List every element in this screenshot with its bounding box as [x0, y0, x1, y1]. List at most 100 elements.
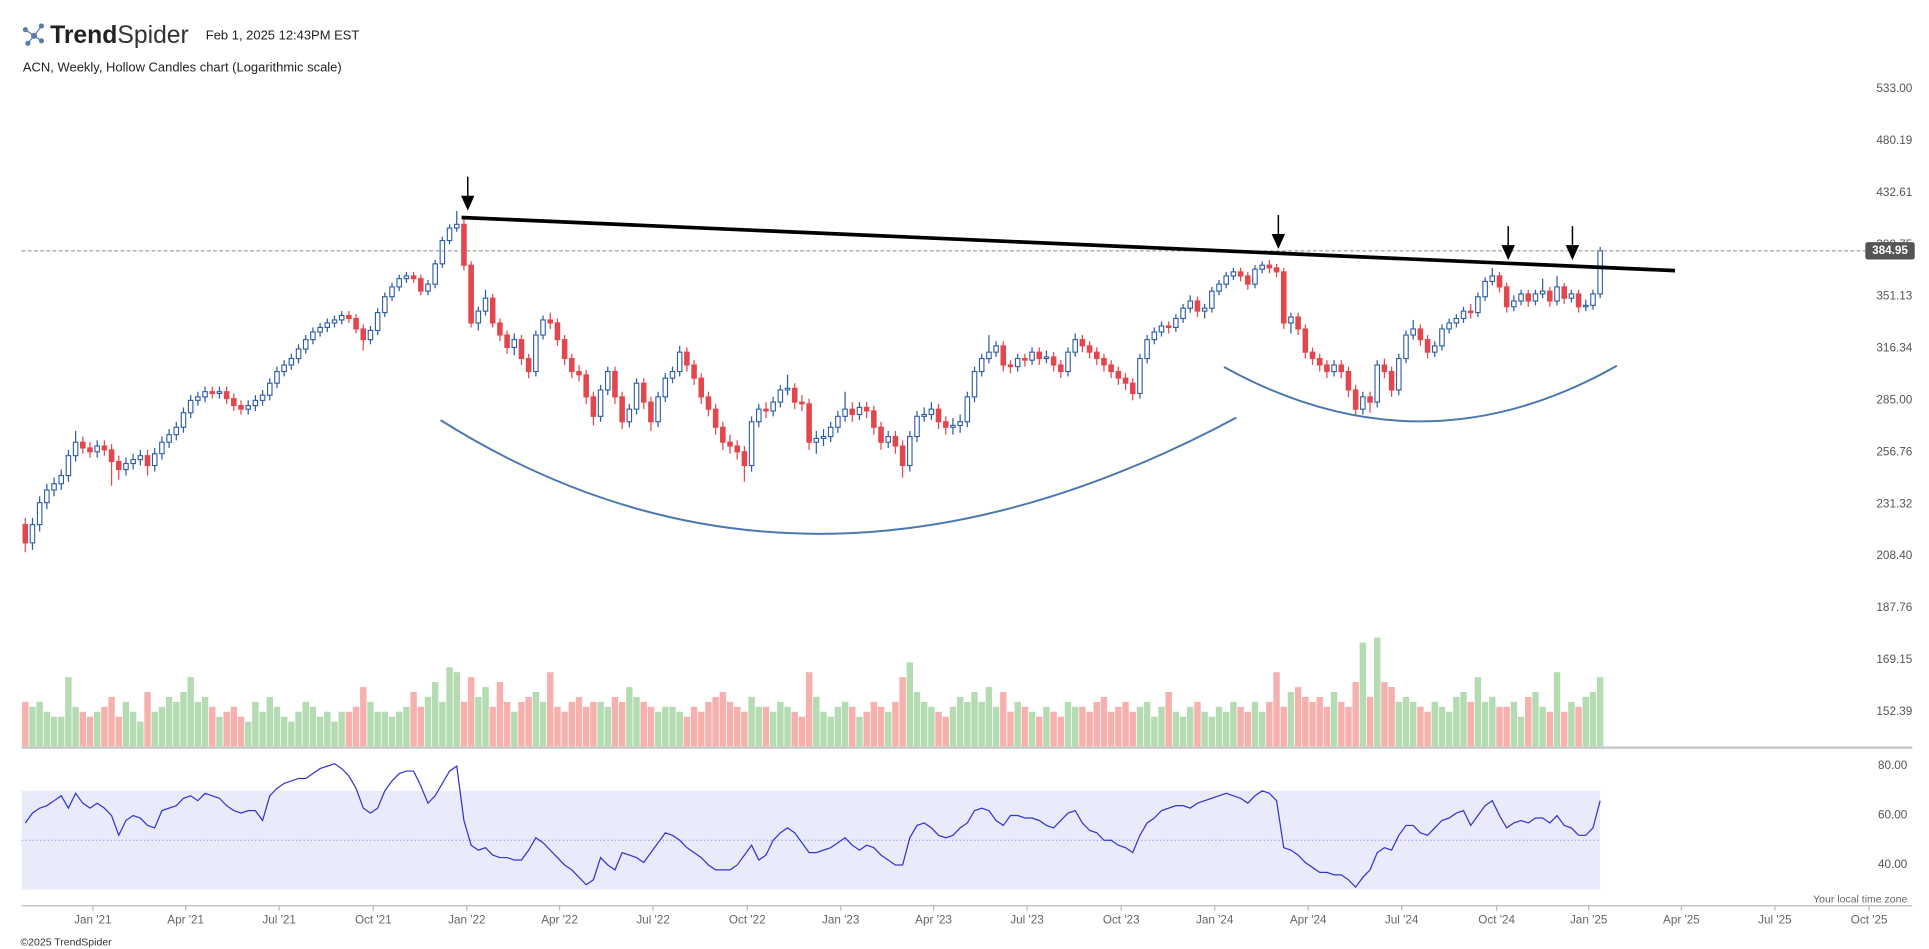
volume-bar — [834, 706, 842, 747]
candle-body — [1187, 300, 1194, 309]
candle-body — [813, 437, 820, 443]
candle-body — [453, 223, 460, 229]
volume-bar — [992, 706, 1000, 747]
volume-bar — [403, 706, 410, 747]
candle-body — [878, 426, 884, 443]
volume-bar — [259, 711, 266, 747]
candle-body — [187, 399, 194, 414]
volume-bar — [1230, 701, 1237, 747]
volume-bar — [194, 701, 202, 747]
volume-bar — [942, 716, 949, 747]
candle-body — [1568, 293, 1575, 299]
volume-bar — [180, 691, 187, 747]
x-tick-label: Oct '22 — [729, 914, 766, 927]
volume-bar — [618, 701, 626, 747]
volume-bar — [86, 716, 94, 747]
volume-bar — [216, 716, 223, 747]
candle-body — [1360, 396, 1366, 410]
volume-bar — [36, 701, 43, 747]
candle-body — [849, 408, 856, 416]
candle-body — [691, 364, 697, 379]
x-tick-label: Jan '25 — [1570, 914, 1608, 927]
volume-bar — [288, 721, 295, 747]
candle-body — [612, 370, 618, 398]
annotations — [440, 176, 1676, 535]
candle-body — [1331, 364, 1337, 373]
rsi-band — [21, 790, 1601, 890]
volume-bar — [1589, 691, 1597, 747]
y-tick-label: 187.76 — [1876, 601, 1912, 614]
candle-body — [482, 297, 489, 312]
volume-bar — [453, 672, 460, 747]
candle-body — [1216, 283, 1222, 292]
volume-bar — [173, 701, 180, 747]
volume-bar — [1596, 677, 1604, 747]
candle-body — [1165, 325, 1172, 328]
candle-body — [619, 396, 625, 423]
candle-body — [978, 357, 985, 373]
volume-bar — [396, 711, 403, 747]
candle-body — [799, 401, 805, 405]
volume-bar — [575, 696, 583, 747]
candle-body — [425, 283, 431, 292]
volume-bar — [1151, 716, 1158, 747]
volume-bar — [503, 701, 511, 747]
volume-bar — [1071, 706, 1079, 747]
volume-bar — [611, 696, 619, 747]
volume-bar — [791, 711, 798, 747]
candle-body — [346, 314, 352, 320]
volume-bar — [129, 711, 137, 747]
volume-bar — [539, 701, 547, 747]
x-tick-label: Apr '22 — [541, 914, 578, 927]
candle-body — [655, 396, 661, 423]
candle-body — [216, 391, 223, 394]
candle-body — [583, 374, 589, 398]
candle-body — [935, 408, 942, 423]
candle-body — [1288, 316, 1294, 324]
volume-bar — [381, 711, 389, 747]
volume-bar — [913, 691, 921, 747]
volume-bar — [1388, 687, 1395, 747]
candle-body — [144, 455, 151, 467]
candle-body — [626, 408, 633, 423]
volume-bar — [1208, 716, 1216, 747]
x-tick-label: Oct '21 — [355, 914, 392, 927]
volume-bar — [1258, 711, 1266, 747]
volume-bar — [115, 716, 122, 747]
volume-bar — [971, 691, 978, 747]
candle-body — [806, 403, 812, 443]
volume-bar — [1345, 706, 1352, 747]
volume-bar — [1187, 706, 1194, 747]
volume-bar — [496, 682, 504, 747]
volume-bar — [309, 706, 317, 747]
volume-bar — [237, 716, 245, 747]
volume-bar — [72, 706, 79, 747]
candle-body — [1108, 364, 1114, 373]
candle-body — [590, 396, 597, 417]
candle-body — [1532, 293, 1539, 302]
volume-bar — [431, 682, 439, 747]
candle-body — [94, 445, 100, 453]
candle-body — [1137, 357, 1143, 394]
x-tick-label: Jul '24 — [1385, 914, 1419, 927]
logo-light: Spider — [117, 21, 188, 48]
candle-body — [266, 382, 273, 396]
volume-bar — [122, 701, 130, 747]
candle-body — [1388, 370, 1395, 391]
volume-bar — [295, 711, 302, 747]
candle-body — [29, 524, 36, 544]
volume-bar — [525, 696, 532, 747]
candle-body — [159, 441, 165, 455]
volume-bar — [683, 716, 691, 747]
copyright: ©2025 TrendSpider — [20, 937, 112, 949]
volume-bar — [93, 711, 101, 747]
volume-bar — [1374, 637, 1381, 747]
volume-bar — [906, 662, 914, 747]
candle-body — [547, 319, 554, 324]
volume-bar — [1560, 711, 1568, 747]
volume-bar — [439, 701, 446, 747]
volume-bar — [769, 711, 777, 747]
volume-bar — [698, 711, 705, 747]
volume-bar — [43, 711, 51, 747]
